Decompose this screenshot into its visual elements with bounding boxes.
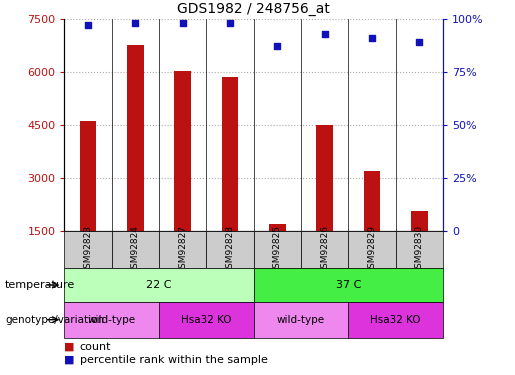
Text: Hsa32 KO: Hsa32 KO [370,315,421,325]
Text: Hsa32 KO: Hsa32 KO [181,315,232,325]
Bar [64,268,253,302]
Point [415,39,423,45]
Text: ■: ■ [64,342,75,351]
Bar [159,231,207,268]
Bar [253,231,301,268]
Bar [159,302,253,338]
Bar [175,71,191,231]
Text: genotype/variation: genotype/variation [5,315,104,325]
Point [368,35,376,41]
Point [131,20,140,26]
Point [84,22,92,28]
Bar [348,302,443,338]
Text: 22 C: 22 C [146,280,172,290]
Text: GSM92827: GSM92827 [178,225,187,274]
Bar [80,121,96,231]
Bar [127,45,144,231]
Point [226,20,234,26]
Text: GSM92828: GSM92828 [226,225,234,274]
Bar [396,231,443,268]
Text: GSM92826: GSM92826 [320,225,329,274]
Bar [253,268,443,302]
Bar [64,302,159,338]
Bar [301,231,348,268]
Bar [253,302,348,338]
Bar [112,231,159,268]
Bar [64,231,112,268]
Point [273,43,281,49]
Bar [221,77,238,231]
Text: ■: ■ [64,355,75,365]
Text: wild-type: wild-type [277,315,325,325]
Title: GDS1982 / 248756_at: GDS1982 / 248756_at [177,2,330,16]
Bar [411,211,427,231]
Text: percentile rank within the sample: percentile rank within the sample [80,355,268,365]
Bar [364,171,380,231]
Bar [348,231,396,268]
Text: GSM92829: GSM92829 [367,225,376,274]
Bar [207,231,253,268]
Text: wild-type: wild-type [88,315,136,325]
Text: GSM92830: GSM92830 [415,225,424,274]
Text: GSM92823: GSM92823 [83,225,93,274]
Text: GSM92824: GSM92824 [131,225,140,274]
Point [320,31,329,37]
Point [179,20,187,26]
Text: temperature: temperature [5,280,75,290]
Text: count: count [80,342,111,351]
Bar [316,125,333,231]
Text: GSM92825: GSM92825 [273,225,282,274]
Text: 37 C: 37 C [336,280,361,290]
Bar [269,224,286,231]
